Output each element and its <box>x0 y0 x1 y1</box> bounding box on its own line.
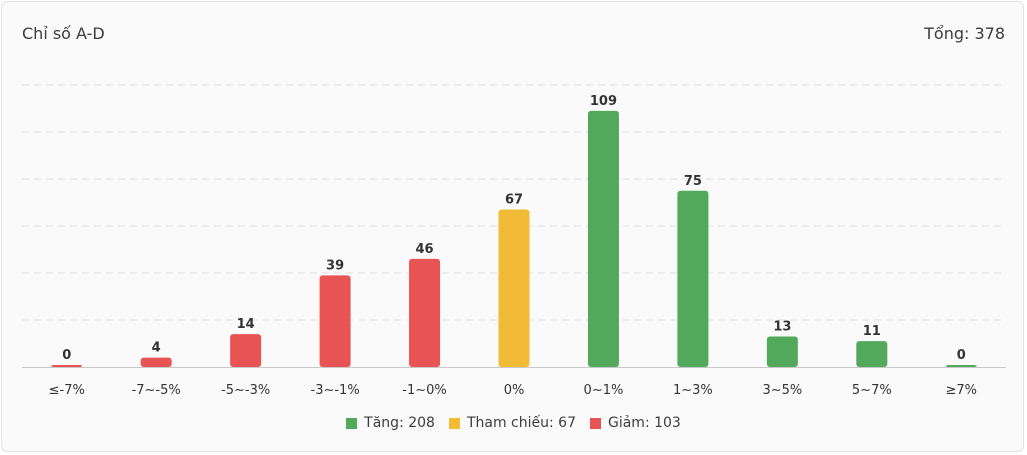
bar-value-label: 67 <box>505 193 523 208</box>
legend-item[interactable]: Tham chiếu: 67 <box>448 415 576 431</box>
bar-value-label: 109 <box>590 94 617 109</box>
x-tick-label: ≤-7% <box>49 383 85 398</box>
x-tick-labels: ≤-7% -7~-5% -5~-3% -3~-1% -1~0% 0% 0~1% 1~3% 3~5… <box>49 383 977 398</box>
x-tick-label: -3~-1% <box>311 383 360 398</box>
bar-value-label: 14 <box>237 317 255 332</box>
chart-title: Chỉ số A-D <box>22 24 105 43</box>
bar-value-label: 11 <box>863 324 881 339</box>
bar-5 <box>498 209 530 367</box>
chart-legend: Tăng: 208 Tham chiếu: 67 Giảm: 103 <box>2 415 1023 431</box>
bar-7 <box>677 190 709 367</box>
x-tick-label: 3~5% <box>762 383 802 398</box>
x-tick-label: -5~-3% <box>221 383 270 398</box>
bar-value-label: 0 <box>957 348 966 363</box>
x-tick-label: -7~-5% <box>132 383 181 398</box>
bar-value-label: 75 <box>684 174 702 189</box>
x-tick-label: 5~7% <box>852 383 892 398</box>
value-labels: 0 4 14 39 46 67 109 75 13 11 0 <box>62 94 966 363</box>
bar-value-label: 0 <box>62 348 71 363</box>
legend-label: Tăng: 208 <box>364 415 435 431</box>
bars <box>51 110 977 367</box>
bar-value-label: 13 <box>773 319 791 334</box>
bar-1 <box>140 357 172 367</box>
legend-label: Tham chiếu: 67 <box>466 415 576 431</box>
legend-item[interactable]: Tăng: 208 <box>346 415 435 431</box>
x-tick-label: 1~3% <box>673 383 713 398</box>
bar-0 <box>51 365 83 367</box>
legend-label: Giảm: 103 <box>607 415 681 431</box>
x-tick-label: -1~0% <box>402 383 446 398</box>
legend-item[interactable]: Giảm: 103 <box>589 415 681 431</box>
bar-value-label: 46 <box>415 242 433 257</box>
bar-9 <box>856 341 888 367</box>
total-count: Tổng: 378 <box>924 24 1005 43</box>
bar-value-label: 39 <box>326 258 344 273</box>
bar-10 <box>945 365 977 367</box>
bar-value-label: 4 <box>152 341 161 356</box>
x-tick-label: ≥7% <box>946 383 978 398</box>
x-tick-label: 0~1% <box>584 383 624 398</box>
legend-swatch <box>589 417 601 429</box>
bar-4 <box>409 258 441 367</box>
legend-swatch <box>346 417 358 429</box>
bar-6 <box>587 110 619 367</box>
bar-2 <box>230 334 262 367</box>
bar-3 <box>319 275 351 367</box>
bar-8 <box>766 336 798 367</box>
legend-swatch <box>448 417 460 429</box>
x-tick-label: 0% <box>504 383 525 398</box>
